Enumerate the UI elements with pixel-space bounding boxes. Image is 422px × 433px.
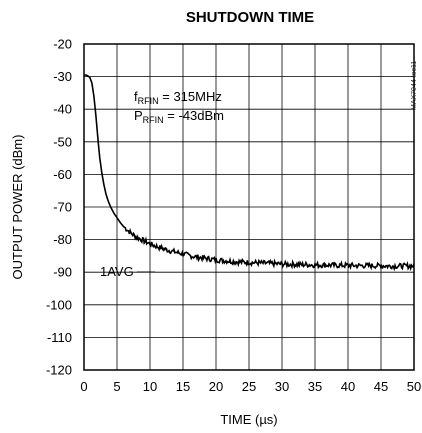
svg-text:PRFIN = -43dBm: PRFIN = -43dBm [134,108,224,125]
plot-frame [83,43,415,371]
y-tick-label: -100 [46,297,72,312]
annotation-frequency: fRFIN = 315MHz [134,89,222,106]
x-tick-label: 10 [143,379,157,394]
pow-sub: RFIN [143,115,164,125]
y-tick-label: -60 [53,167,72,182]
x-tick-label: 20 [209,379,223,394]
x-tick-label: 15 [176,379,190,394]
x-tick-label: 50 [407,379,421,394]
x-axis-label: TIME (µs) [220,412,277,427]
annotation-avg: 1AVG [100,264,134,279]
pow-main: P [134,108,143,123]
x-tick-label: 0 [80,379,87,394]
y-tick-label: -120 [46,363,72,378]
svg-text:fRFIN = 315MHz: fRFIN = 315MHz [134,89,222,106]
y-tick-labels: -20 -30 -40 -50 -60 -70 -80 -90 -100 -110 -120 [46,37,72,378]
x-tick-label: 35 [308,379,322,394]
freq-val: = 315MHz [159,89,222,104]
x-tick-label: 40 [341,379,355,394]
y-tick-label: -70 [53,200,72,215]
x-tick-label: 30 [275,379,289,394]
x-tick-label: 45 [374,379,388,394]
series-line [84,74,415,272]
x-tick-labels: 0 5 10 15 20 25 30 35 40 45 50 [80,379,421,394]
y-tick-label: -30 [53,69,72,84]
chart-title: SHUTDOWN TIME [186,9,314,26]
y-tick-label: -50 [53,134,72,149]
pow-val: = -43dBm [164,108,224,123]
y-axis-label: OUTPUT POWER (dBm) [10,135,25,280]
y-tick-label: -20 [53,37,72,52]
y-tick-label: -80 [53,232,72,247]
freq-sub: RFIN [138,96,159,106]
freq-main: f [134,89,138,104]
y-tick-label: -90 [53,265,72,280]
annotation-power: PRFIN = -43dBm [134,108,224,125]
y-tick-label: -110 [47,330,72,345]
x-tick-label: 25 [242,379,256,394]
x-tick-label: 5 [113,379,120,394]
y-tick-label: -40 [53,102,72,117]
